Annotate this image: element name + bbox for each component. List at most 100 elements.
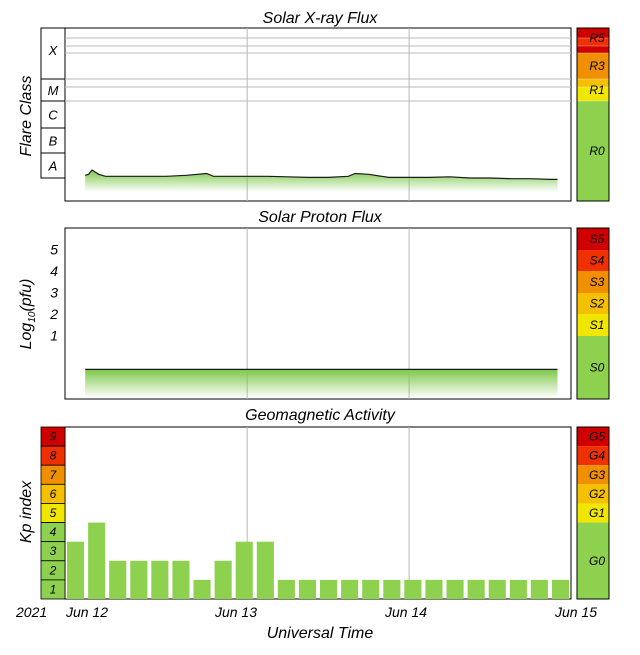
proton-flux-area bbox=[85, 369, 558, 398]
kp-level-label-8: 8 bbox=[50, 449, 57, 463]
kp-bars bbox=[67, 522, 569, 599]
kp-level-label-2: 2 bbox=[49, 563, 57, 577]
kp-bar bbox=[383, 579, 401, 599]
r-scale-frame bbox=[576, 27, 610, 202]
kp-level-label-9: 9 bbox=[50, 430, 57, 444]
s-scale-label-s0: S0 bbox=[590, 361, 605, 375]
proton-flux-series bbox=[85, 368, 558, 398]
kp-level-cell bbox=[40, 579, 66, 600]
kp-bar bbox=[67, 541, 85, 599]
s-scale-block bbox=[577, 336, 609, 399]
x-tick-jun-14: Jun 14 bbox=[384, 604, 427, 620]
s-scale-label-s3: S3 bbox=[590, 275, 605, 289]
xray-flux-series bbox=[85, 169, 558, 192]
kp-bar bbox=[109, 560, 127, 599]
g-scale-block bbox=[577, 465, 609, 485]
g-scale-block bbox=[577, 503, 609, 523]
s-scale-block bbox=[577, 293, 609, 314]
kp-bar bbox=[172, 560, 190, 599]
kp-bar bbox=[130, 560, 148, 599]
x-tick-jun-12: Jun 12 bbox=[65, 604, 108, 620]
s-scale-block bbox=[577, 314, 609, 336]
r-scale-block bbox=[577, 101, 609, 201]
kp-bar bbox=[530, 579, 548, 599]
kp-bar bbox=[214, 560, 232, 599]
r-scale-label-r3: R3 bbox=[589, 59, 605, 73]
flare-class-c: C bbox=[48, 108, 58, 123]
kp-bar bbox=[320, 579, 338, 599]
g-scale-label-g2: G2 bbox=[589, 487, 605, 501]
geomagnetic-storm-scale: G5 G4 G3 G2 G1 G0 bbox=[576, 426, 610, 600]
s-scale-block bbox=[577, 250, 609, 271]
kp-panel: 9 8 7 6 5 4 3 2 1 G5 G4 G3 G2 G1 G0 bbox=[40, 426, 610, 600]
flare-class-b: B bbox=[49, 134, 58, 149]
g-scale-block bbox=[577, 484, 609, 504]
kp-bar bbox=[256, 541, 274, 599]
g-scale-block bbox=[577, 427, 609, 447]
x-axis-year-label: 2021 bbox=[15, 604, 47, 620]
proton-y-tick-5: 5 bbox=[50, 242, 58, 258]
kp-bar bbox=[488, 579, 506, 599]
radiation-storm-scale: S5 S4 S3 S2 S1 S0 bbox=[576, 227, 610, 400]
x-tick-jun-13: Jun 13 bbox=[214, 604, 257, 620]
kp-level-label-5: 5 bbox=[50, 506, 57, 520]
kp-bar bbox=[277, 579, 295, 599]
proton-y-axis-label-end: (pfu) bbox=[18, 279, 35, 312]
kp-bar bbox=[467, 579, 485, 599]
xray-panel-title: Solar X-ray Flux bbox=[263, 10, 379, 27]
g-scale-block bbox=[577, 446, 609, 466]
r-scale-subblock bbox=[577, 38, 609, 46]
xray-grid bbox=[65, 28, 571, 201]
radio-blackout-scale: R5 R3 R1 R0 bbox=[576, 27, 610, 202]
proton-y-tick-1: 1 bbox=[50, 328, 58, 344]
kp-level-label-7: 7 bbox=[50, 468, 58, 482]
s-scale-label-s2: S2 bbox=[590, 297, 605, 311]
kp-bar bbox=[425, 579, 443, 599]
proton-y-axis-label-sub: 10 bbox=[27, 311, 38, 323]
g-scale-block bbox=[577, 522, 609, 599]
kp-bar bbox=[193, 579, 211, 599]
kp-bar bbox=[235, 541, 253, 599]
proton-y-axis-label-main: Log bbox=[18, 323, 35, 350]
flare-class-a: A bbox=[48, 159, 58, 174]
s-scale-frame bbox=[576, 227, 610, 400]
proton-y-tick-4: 4 bbox=[50, 263, 58, 279]
proton-y-ticks: 5 4 3 2 1 bbox=[49, 242, 58, 344]
s-scale-label-s4: S4 bbox=[590, 254, 605, 268]
kp-plot-frame bbox=[64, 426, 572, 600]
g-scale-frame bbox=[576, 426, 610, 600]
kp-bar bbox=[446, 579, 464, 599]
kp-bar bbox=[298, 579, 316, 599]
r-scale-label-r5: R5 bbox=[589, 31, 605, 45]
kp-bar bbox=[551, 579, 569, 599]
kp-level-label-3: 3 bbox=[50, 544, 57, 558]
x-tick-jun-15: Jun 15 bbox=[554, 604, 597, 620]
s-scale-block bbox=[577, 271, 609, 293]
flare-class-m: M bbox=[48, 83, 59, 98]
xray-plot-frame bbox=[64, 27, 572, 202]
g-scale-label-g4: G4 bbox=[589, 449, 605, 463]
xray-flux-area bbox=[85, 170, 558, 192]
kp-level-label-4: 4 bbox=[50, 525, 57, 539]
kp-bar bbox=[509, 579, 527, 599]
r-scale-subblock bbox=[577, 79, 609, 87]
s-scale-block bbox=[577, 228, 609, 250]
kp-level-strip: 9 8 7 6 5 4 3 2 1 bbox=[40, 426, 66, 600]
proton-y-axis-label: Log10(pfu) bbox=[18, 279, 38, 350]
kp-bar bbox=[151, 560, 169, 599]
s-scale-label-s5: S5 bbox=[590, 232, 605, 246]
xray-y-axis-label: Flare Class bbox=[18, 76, 35, 157]
g-scale-label-g0: G0 bbox=[589, 554, 605, 568]
proton-y-tick-3: 3 bbox=[50, 285, 58, 301]
flare-class-x: X bbox=[48, 43, 59, 58]
xray-flux-line bbox=[85, 169, 558, 180]
x-axis-title: Universal Time bbox=[267, 625, 374, 642]
kp-level-label-6: 6 bbox=[50, 487, 57, 501]
geomagnetic-panel-title: Geomagnetic Activity bbox=[245, 407, 396, 424]
kp-bar bbox=[341, 579, 359, 599]
proton-y-tick-2: 2 bbox=[49, 306, 58, 322]
r-scale-label-r1: R1 bbox=[589, 83, 604, 97]
